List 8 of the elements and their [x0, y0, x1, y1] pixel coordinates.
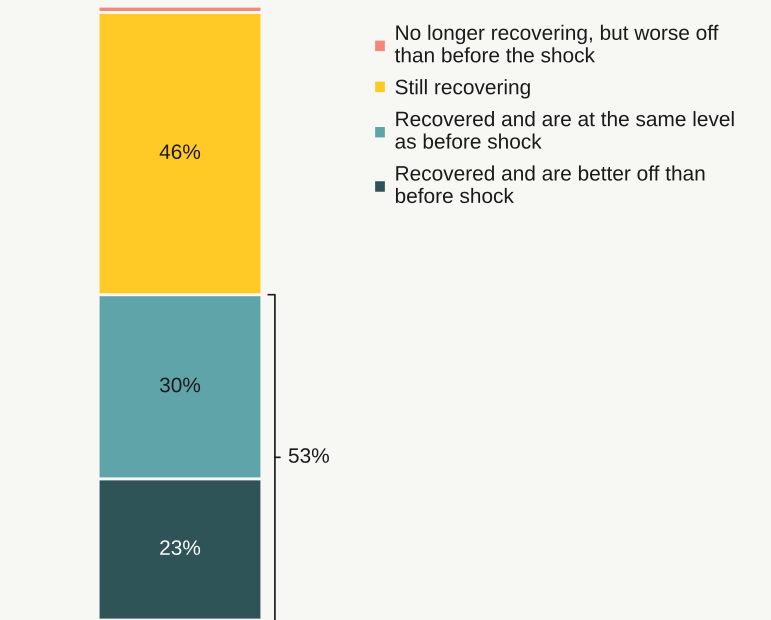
legend-label: No longer recovering, but worse off than before the shock — [394, 24, 718, 62]
legend-label: Recovered and are at the same level as before shock — [395, 111, 734, 149]
data-label: 30% — [160, 378, 200, 392]
text: 53% — [288, 448, 329, 463]
data-label: 23% — [160, 540, 200, 556]
data-label: 46% — [160, 144, 200, 160]
legend-label: Still recovering — [396, 79, 530, 99]
legend-label: Recovered and are better off than before shock — [396, 165, 704, 204]
